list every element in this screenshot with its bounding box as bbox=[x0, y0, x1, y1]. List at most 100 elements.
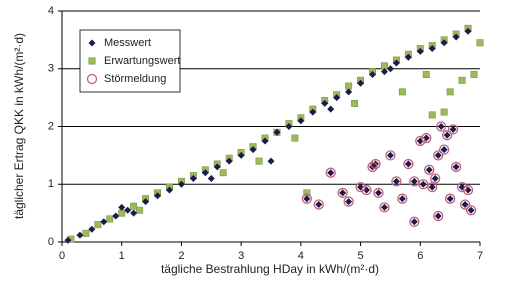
point bbox=[428, 183, 436, 191]
point bbox=[386, 65, 394, 73]
point bbox=[431, 174, 439, 182]
point bbox=[385, 150, 396, 161]
point bbox=[418, 179, 429, 190]
point bbox=[446, 88, 454, 96]
point bbox=[106, 215, 114, 223]
point bbox=[370, 158, 381, 170]
point bbox=[237, 151, 245, 159]
point bbox=[343, 196, 354, 207]
point bbox=[64, 236, 72, 244]
point bbox=[301, 193, 312, 204]
point bbox=[380, 68, 388, 76]
x-tick-label: 2 bbox=[178, 250, 184, 262]
point bbox=[327, 105, 335, 113]
point bbox=[303, 195, 311, 203]
x-tick-label: 6 bbox=[417, 250, 423, 262]
point bbox=[177, 180, 185, 188]
legend-label: Messwert bbox=[104, 37, 151, 49]
point bbox=[442, 130, 453, 141]
point bbox=[464, 27, 472, 35]
y-tick-label: 2 bbox=[48, 120, 54, 132]
point bbox=[225, 157, 233, 165]
point bbox=[142, 198, 150, 206]
x-tick-label: 7 bbox=[477, 250, 483, 262]
point bbox=[291, 134, 299, 142]
point bbox=[369, 71, 377, 79]
point bbox=[428, 111, 436, 119]
point bbox=[433, 210, 444, 222]
point bbox=[357, 79, 365, 87]
point bbox=[261, 137, 269, 145]
point bbox=[444, 193, 456, 204]
point bbox=[124, 206, 132, 214]
point bbox=[255, 157, 263, 165]
point bbox=[201, 169, 209, 177]
legend-marker bbox=[86, 73, 98, 85]
point bbox=[459, 199, 471, 210]
point bbox=[439, 144, 450, 155]
point bbox=[433, 150, 444, 161]
y-tick-label: 4 bbox=[48, 5, 54, 17]
point bbox=[416, 47, 424, 55]
point bbox=[409, 176, 420, 187]
point bbox=[440, 108, 448, 116]
point bbox=[404, 160, 412, 168]
y-tick-label: 3 bbox=[48, 63, 54, 75]
point bbox=[443, 131, 451, 139]
point bbox=[345, 88, 353, 96]
legend-label: Erwartungswert bbox=[104, 55, 180, 67]
legend-marker bbox=[88, 57, 96, 65]
x-tick-label: 5 bbox=[358, 250, 364, 262]
point bbox=[118, 209, 126, 217]
point bbox=[309, 108, 317, 116]
point bbox=[315, 200, 323, 208]
x-tick-label: 0 bbox=[59, 250, 65, 262]
point bbox=[391, 176, 402, 187]
point bbox=[380, 203, 388, 211]
point bbox=[379, 202, 390, 213]
point bbox=[450, 161, 462, 173]
point bbox=[136, 206, 144, 214]
point bbox=[321, 99, 329, 107]
y-tick-label: 0 bbox=[48, 236, 54, 248]
point bbox=[398, 195, 406, 203]
point bbox=[337, 187, 348, 199]
point bbox=[409, 216, 420, 227]
point bbox=[333, 94, 341, 102]
point bbox=[449, 125, 457, 133]
point bbox=[456, 181, 468, 193]
point bbox=[249, 146, 257, 154]
legend-marker bbox=[88, 39, 96, 47]
point bbox=[82, 229, 90, 237]
point bbox=[440, 146, 448, 154]
legend-label: Störmeldung bbox=[104, 73, 166, 85]
point bbox=[465, 205, 477, 216]
point bbox=[458, 76, 466, 84]
point bbox=[447, 124, 459, 135]
point bbox=[452, 33, 460, 41]
point bbox=[434, 212, 442, 220]
y-tick-label: 1 bbox=[48, 178, 54, 190]
point bbox=[386, 151, 394, 159]
point bbox=[398, 88, 406, 96]
point bbox=[403, 158, 414, 170]
point bbox=[367, 161, 378, 173]
point bbox=[285, 123, 293, 130]
point bbox=[452, 163, 460, 171]
point bbox=[419, 180, 427, 188]
point bbox=[476, 39, 484, 47]
point bbox=[428, 45, 436, 53]
point bbox=[373, 187, 384, 199]
point bbox=[410, 218, 418, 226]
point bbox=[381, 62, 388, 70]
point bbox=[165, 186, 173, 194]
point bbox=[154, 192, 162, 200]
point bbox=[410, 177, 418, 185]
x-tick-label: 3 bbox=[238, 250, 244, 262]
point bbox=[422, 71, 430, 78]
point bbox=[112, 212, 120, 220]
point bbox=[430, 173, 441, 184]
point bbox=[94, 221, 102, 229]
point bbox=[325, 167, 336, 178]
